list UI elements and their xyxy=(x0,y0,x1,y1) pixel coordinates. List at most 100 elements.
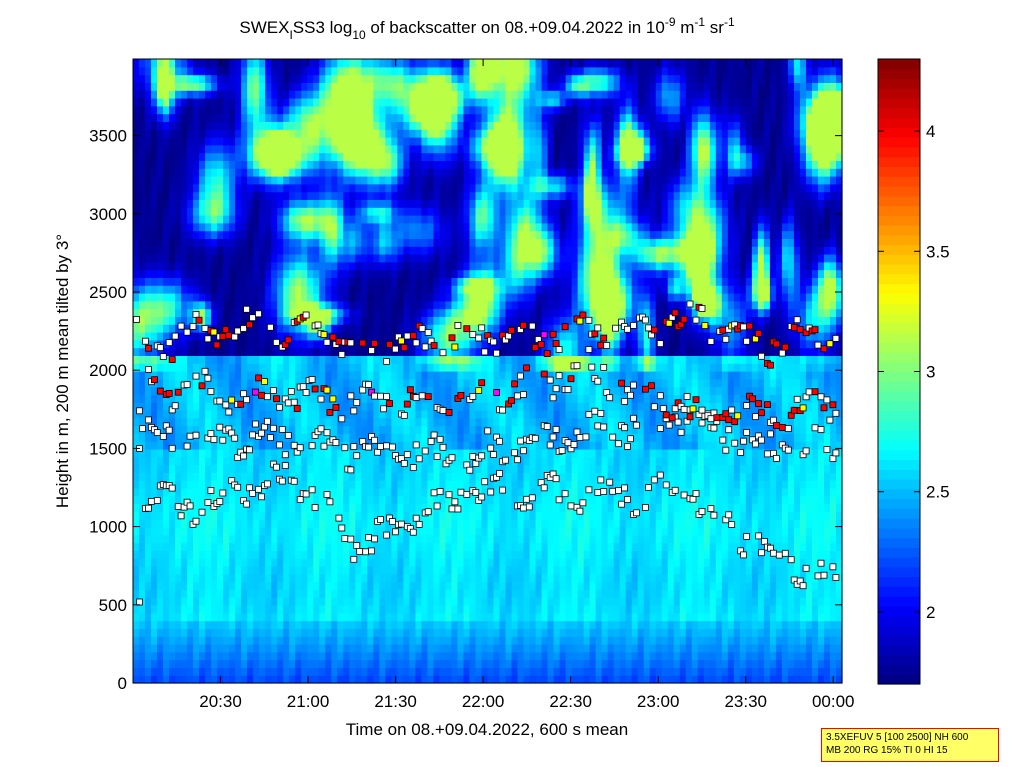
heatmap-cell xyxy=(223,394,230,403)
heatmap-cell xyxy=(391,355,398,364)
heatmap-cell xyxy=(343,98,350,107)
heatmap-cell xyxy=(325,566,332,575)
heatmap-cell xyxy=(259,199,266,208)
heatmap-cell xyxy=(139,230,146,239)
heatmap-cell xyxy=(181,566,188,575)
heatmap-cell xyxy=(247,347,254,356)
heatmap-cell xyxy=(199,98,206,107)
heatmap-cell xyxy=(271,402,278,411)
heatmap-cell xyxy=(457,441,465,450)
heatmap-cell xyxy=(469,402,477,411)
heatmap-cell xyxy=(181,480,188,489)
heatmap-cell xyxy=(373,659,380,668)
heatmap-cell xyxy=(487,605,495,614)
heatmap-cell xyxy=(439,230,447,239)
heatmap-cell xyxy=(481,488,489,497)
heatmap-cell xyxy=(367,566,374,575)
heatmap-cell xyxy=(391,371,398,380)
heatmap-cell xyxy=(427,503,435,512)
heatmap-cell xyxy=(259,644,266,653)
heatmap-cell xyxy=(331,628,338,637)
heatmap-cell xyxy=(187,480,194,489)
heatmap-cell xyxy=(187,449,194,458)
heatmap-cell xyxy=(211,324,218,333)
heatmap-cell xyxy=(295,464,302,473)
heatmap-cell xyxy=(163,573,170,583)
heatmap-cell xyxy=(259,207,266,216)
heatmap-cell xyxy=(199,480,206,489)
heatmap-cell xyxy=(505,589,513,598)
heatmap-cell xyxy=(277,261,284,271)
heatmap-cell xyxy=(229,90,236,99)
heatmap-cell xyxy=(373,542,380,551)
heatmap-cell xyxy=(295,534,302,544)
heatmap-cell xyxy=(469,82,477,91)
heatmap-cell xyxy=(199,363,206,372)
heatmap-cell xyxy=(193,573,200,583)
heatmap-cell xyxy=(307,113,314,122)
heatmap-cell xyxy=(361,230,368,239)
heatmap-cell xyxy=(277,527,284,536)
heatmap-cell xyxy=(391,152,398,161)
heatmap-cell xyxy=(319,191,326,200)
heatmap-cell xyxy=(493,277,501,286)
heatmap-cell xyxy=(415,66,423,76)
heatmap-cell xyxy=(403,191,410,200)
heatmap-cell xyxy=(193,168,200,177)
heatmap-cell xyxy=(391,573,398,583)
heatmap-cell xyxy=(343,363,350,372)
heatmap-cell xyxy=(217,636,224,645)
heatmap-cell xyxy=(463,308,471,317)
heatmap-cell xyxy=(313,308,320,317)
heatmap-cell xyxy=(463,558,471,567)
heatmap-cell xyxy=(247,378,254,388)
heatmap-cell xyxy=(205,238,212,247)
heatmap-cell xyxy=(277,511,284,520)
heatmap-cell xyxy=(379,222,386,232)
heatmap-cell xyxy=(241,425,248,434)
heatmap-cell xyxy=(415,534,423,544)
heatmap-cell xyxy=(367,527,374,536)
heatmap-cell xyxy=(463,402,471,411)
heatmap-cell xyxy=(235,667,242,676)
heatmap-cell xyxy=(463,449,471,458)
heatmap-cell xyxy=(433,581,441,590)
heatmap-cell xyxy=(181,581,188,590)
heatmap-cell xyxy=(427,230,435,239)
heatmap-cell xyxy=(457,191,465,200)
heatmap-cell xyxy=(367,472,374,481)
heatmap-cell xyxy=(499,98,507,107)
heatmap-cell xyxy=(397,425,404,434)
heatmap-cell xyxy=(247,605,254,614)
heatmap-cell xyxy=(373,417,380,427)
heatmap-cell xyxy=(451,316,459,325)
heatmap-cell xyxy=(409,363,416,372)
heatmap-cell xyxy=(277,98,284,107)
heatmap-cell xyxy=(241,355,248,364)
heatmap-cell xyxy=(415,347,423,356)
heatmap-cell xyxy=(307,347,314,356)
heatmap-cell xyxy=(409,667,416,676)
heatmap-cell xyxy=(349,293,356,302)
heatmap-cell xyxy=(379,129,386,138)
heatmap-cell xyxy=(367,176,374,185)
heatmap-cell xyxy=(469,441,477,450)
heatmap-cell xyxy=(409,261,416,271)
heatmap-cell xyxy=(163,675,170,684)
heatmap-cell xyxy=(367,74,374,83)
heatmap-cell xyxy=(163,371,170,380)
heatmap-cell xyxy=(373,636,380,645)
heatmap-cell xyxy=(163,332,170,341)
heatmap-cell xyxy=(349,675,356,684)
heatmap-cell xyxy=(199,573,206,583)
heatmap-cell xyxy=(205,355,212,364)
heatmap-cell xyxy=(475,628,483,637)
heatmap-cell xyxy=(427,566,435,575)
heatmap-cell xyxy=(391,222,398,232)
heatmap-cell xyxy=(265,597,272,606)
heatmap-cell xyxy=(499,464,507,473)
heatmap-cell xyxy=(217,371,224,380)
heatmap-cell xyxy=(445,558,453,567)
heatmap-cell xyxy=(133,636,140,645)
heatmap-cell xyxy=(175,222,182,232)
